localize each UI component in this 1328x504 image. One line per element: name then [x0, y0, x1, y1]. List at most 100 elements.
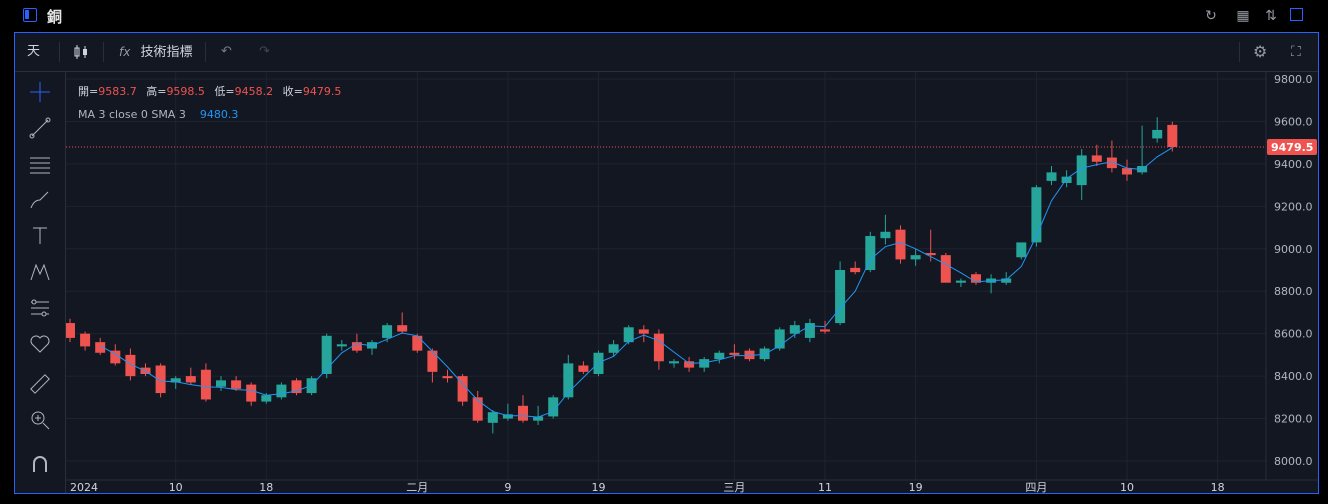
candle	[608, 340, 619, 358]
price-tick-label: 8200.0	[1274, 413, 1313, 426]
price-tick-label: 8000.0	[1274, 455, 1313, 468]
heart-icon[interactable]	[28, 332, 52, 356]
trend-line-icon[interactable]	[28, 116, 52, 140]
candle-body	[744, 350, 755, 360]
candle	[744, 348, 755, 362]
candle	[971, 272, 981, 285]
time-axis: 2024 10 18 二月 9 19 三月 11 19 四月 10 18	[66, 479, 1318, 493]
candle-body	[518, 405, 528, 421]
sidebar-toggle-icon[interactable]	[23, 8, 37, 22]
candle	[185, 367, 196, 385]
price-chart[interactable]: 9800.0 9600.0 9400.0 9200.0 9000.0 8800.0 8600…	[66, 72, 1318, 493]
fullscreen-icon[interactable]: ⛶	[1291, 44, 1301, 60]
candle-body	[699, 359, 710, 368]
candle	[1076, 149, 1087, 200]
redo-icon[interactable]: ↷	[259, 44, 270, 59]
candle-body	[321, 335, 332, 374]
candle-body	[910, 255, 921, 260]
time-tick-label: 19	[909, 481, 923, 493]
candle	[231, 376, 242, 391]
crosshair-icon[interactable]	[28, 80, 52, 104]
compare-icon[interactable]: ⇅	[1265, 8, 1277, 24]
candle	[518, 395, 528, 423]
candle-body	[925, 253, 936, 256]
low-value: 9458.2	[235, 85, 274, 98]
high-label: 高=	[146, 84, 166, 98]
candle-body	[66, 323, 75, 338]
price-tick-label: 9800.0	[1274, 73, 1313, 86]
candle-body	[1046, 172, 1057, 181]
candle-body	[1076, 155, 1087, 186]
candle	[729, 344, 740, 360]
candle	[1167, 121, 1178, 152]
text-icon[interactable]	[28, 224, 52, 248]
settings-icon[interactable]: ⚙	[1253, 42, 1268, 61]
candle	[774, 327, 785, 351]
candle-body	[261, 395, 272, 402]
candle-body	[412, 335, 423, 351]
indicators-button[interactable]: fx 技術指標	[119, 33, 192, 71]
pattern-icon[interactable]	[28, 260, 52, 284]
candle	[95, 337, 106, 355]
candle	[276, 382, 287, 400]
ruler-icon[interactable]	[28, 372, 52, 396]
candle-body	[457, 376, 468, 402]
time-tick-label: 19	[592, 481, 606, 493]
candle-body	[533, 416, 544, 421]
time-tick-label: 18	[1211, 481, 1225, 493]
candle-body	[804, 323, 815, 338]
candle-body	[487, 412, 498, 423]
low-label: 低=	[214, 85, 234, 98]
price-tick-label: 8400.0	[1274, 370, 1313, 383]
candle-body	[246, 384, 257, 402]
svg-text:開=9583.7 高=9598.5: 開=9583.7 高=9598.5 低=9458.2 收=9479.5	[78, 84, 341, 98]
candles-layer	[66, 117, 1178, 434]
high-value: 9598.5	[166, 85, 205, 98]
candle	[1046, 166, 1057, 186]
candle-body	[820, 329, 830, 332]
prediction-icon[interactable]	[28, 296, 52, 320]
price-tick-label: 9000.0	[1274, 243, 1313, 256]
candle-body	[1061, 176, 1072, 183]
candle-body	[835, 270, 846, 324]
candle-body	[971, 274, 981, 283]
price-tick-label: 8800.0	[1274, 285, 1313, 298]
candle	[80, 331, 91, 351]
time-tick-label: 10	[169, 481, 183, 493]
chart-widget: 天 fx 技術指標 ↶ ↷ ⚙ ⛶ 9800	[14, 32, 1319, 494]
price-tick-label: 9400.0	[1274, 158, 1313, 171]
undo-icon[interactable]: ↶	[221, 44, 232, 59]
chart-toolbar: 天 fx 技術指標 ↶ ↷ ⚙ ⛶	[15, 33, 1318, 72]
candle	[472, 390, 483, 423]
brush-icon[interactable]	[28, 188, 52, 212]
candle-body	[216, 380, 226, 387]
interval-button[interactable]: 天	[27, 44, 41, 59]
candle	[684, 357, 695, 372]
candle-body	[110, 350, 121, 364]
magnet-icon[interactable]	[28, 452, 52, 476]
last-price-text: 9479.5	[1271, 141, 1313, 154]
candle	[548, 395, 559, 419]
candle-body	[865, 236, 876, 270]
candle-body	[684, 361, 695, 368]
zoom-icon[interactable]	[28, 408, 52, 432]
candle	[155, 363, 166, 398]
refresh-icon[interactable]: ↻	[1205, 8, 1217, 24]
candle-body	[1152, 129, 1163, 139]
layout-grid-icon[interactable]: ▦	[1236, 8, 1250, 24]
candle-body	[200, 369, 211, 400]
candle	[820, 320, 830, 334]
close-label: 收=	[283, 84, 303, 98]
candle-style-button[interactable]	[73, 33, 89, 71]
panel-toggle-icon[interactable]	[1290, 8, 1303, 21]
fib-icon[interactable]	[28, 152, 52, 176]
chart-grid	[66, 72, 1266, 480]
candle-body	[774, 329, 785, 349]
candle-body	[1091, 155, 1102, 162]
candle	[457, 373, 468, 406]
price-tick-label: 8600.0	[1274, 328, 1313, 341]
time-tick-label: 2024	[70, 481, 98, 493]
candle	[1001, 272, 1012, 285]
candle-body	[563, 363, 574, 398]
candle	[880, 214, 891, 245]
